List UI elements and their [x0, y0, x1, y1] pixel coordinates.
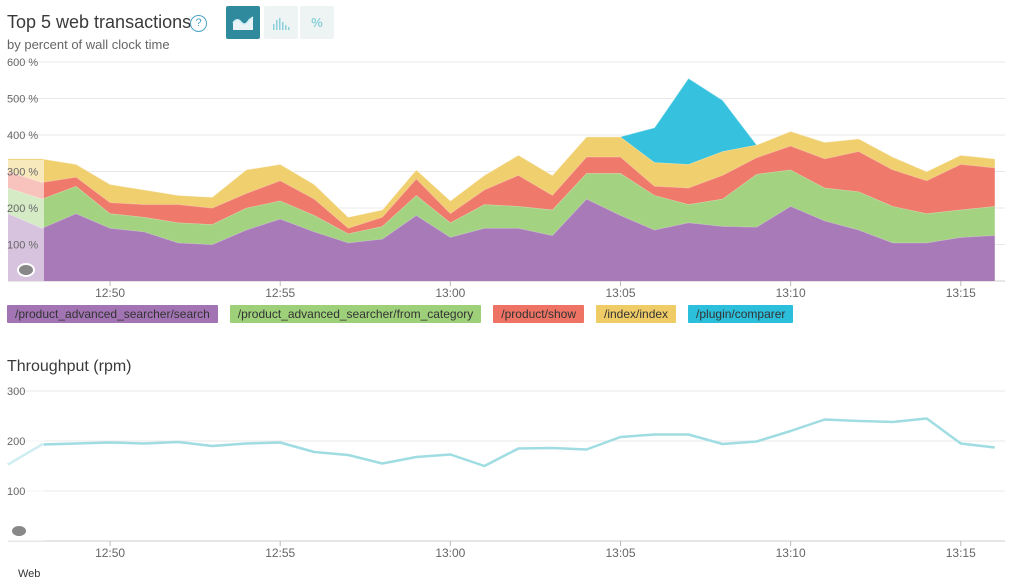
x-tick-label: 12:55 — [265, 286, 295, 300]
area-series-edge-3 — [8, 130, 995, 218]
bar-chart-icon — [273, 17, 290, 30]
hover-shade — [8, 160, 44, 281]
area-chart-toggle-button[interactable] — [226, 6, 260, 39]
chart-title: Top 5 web transactions — [7, 12, 192, 32]
area-series-2 — [8, 145, 995, 234]
y-tick-label: 300 — [7, 386, 25, 398]
y-tick-label: 400 % — [7, 130, 38, 142]
x-tick-label: 13:15 — [946, 546, 976, 560]
y-tick-label: 600 % — [7, 57, 38, 69]
throughput-line — [7, 417, 995, 468]
y-tick-label: 200 — [7, 436, 25, 448]
bar-chart-toggle-button[interactable] — [264, 6, 298, 39]
area-series-3 — [8, 131, 995, 229]
drag-handle-icon[interactable] — [10, 524, 28, 538]
x-tick-label: 12:50 — [95, 546, 125, 560]
legend-item-search[interactable]: /product_advanced_searcher/search — [7, 305, 218, 323]
x-tick-label: 12:55 — [265, 546, 295, 560]
x-tick-label: 13:05 — [605, 286, 635, 300]
area-series-edge-4 — [8, 77, 995, 218]
legend-item-comparer[interactable]: /plugin/comparer — [688, 305, 794, 323]
throughput-title: Throughput (rpm) — [7, 358, 132, 375]
legend-item-product-show[interactable]: /product/show — [493, 305, 584, 323]
chart-legend: /product_advanced_searcher/search /produ… — [7, 305, 794, 323]
x-tick-label: 12:50 — [95, 286, 125, 300]
chart-subtitle: by percent of wall clock time — [7, 37, 170, 52]
area-chart-icon — [232, 15, 254, 30]
question-circle-icon[interactable]: ? — [190, 15, 207, 32]
percent-icon: % — [311, 15, 323, 30]
x-tick-label: 13:10 — [776, 286, 806, 300]
x-tick-label: 13:05 — [605, 546, 635, 560]
hover-shade — [8, 420, 44, 541]
y-tick-label: 500 % — [7, 94, 38, 106]
legend-item-index[interactable]: /index/index — [596, 305, 677, 323]
y-tick-label: 100 — [7, 486, 25, 498]
y-tick-label: 300 % — [7, 167, 38, 179]
x-tick-label: 13:10 — [776, 546, 806, 560]
area-series-1 — [8, 169, 995, 245]
x-tick-label: 13:15 — [946, 286, 976, 300]
area-series-0 — [8, 198, 995, 281]
y-tick-label: 100 % — [7, 240, 38, 252]
transactions-area-chart: 100 % 200 % 300 % 400 % 500 % 600 % 12:50 12:5… — [7, 57, 1005, 300]
series-label-web: Web — [18, 568, 41, 580]
percent-toggle-button[interactable]: % — [300, 6, 334, 39]
legend-item-from-category[interactable]: /product_advanced_searcher/from_category — [229, 305, 482, 323]
x-tick-label: 13:00 — [435, 546, 465, 560]
x-tick-label: 13:00 — [435, 286, 465, 300]
drag-handle-icon[interactable] — [17, 263, 35, 277]
y-tick-label: 200 % — [7, 203, 38, 215]
